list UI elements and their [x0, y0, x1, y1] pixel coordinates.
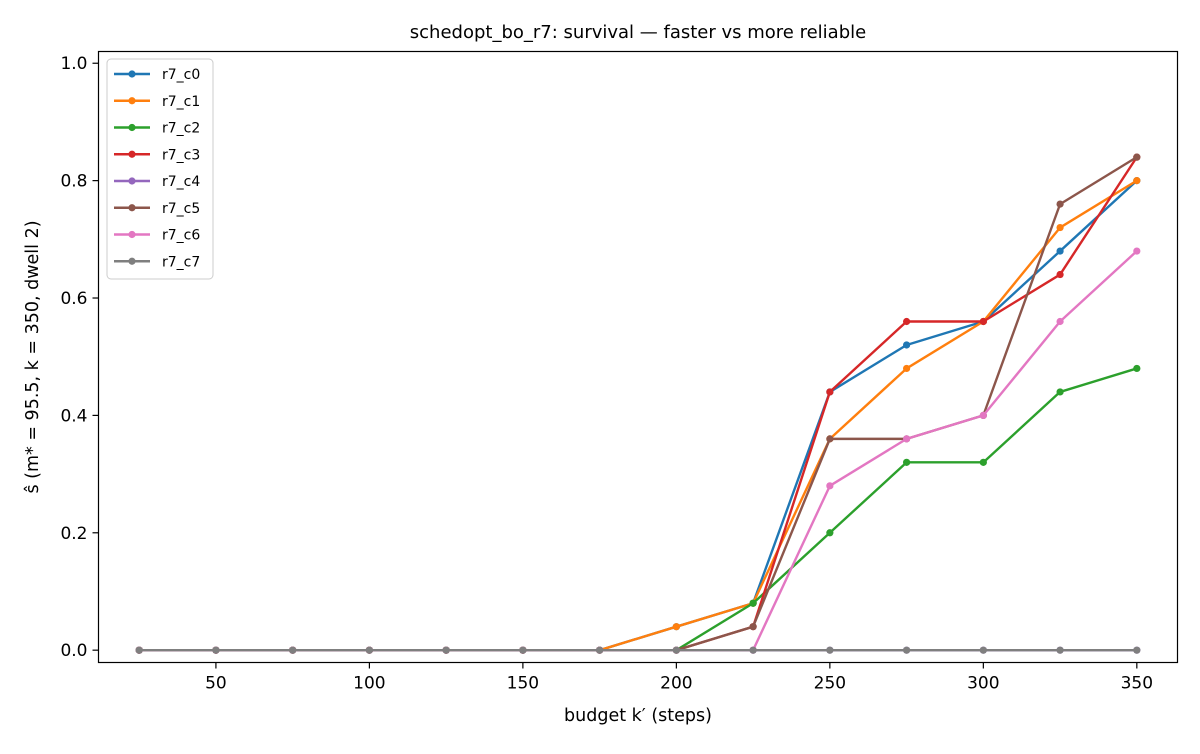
data-point [979, 317, 987, 326]
data-point [1133, 247, 1141, 255]
data-point [1056, 646, 1064, 654]
legend-swatch-marker [128, 230, 136, 239]
chart-title: schedopt_bo_r7: survival — faster vs mor… [410, 22, 866, 43]
legend-label: r7_c4 [162, 174, 200, 190]
data-point [979, 646, 987, 654]
data-point [902, 435, 911, 443]
data-point [596, 646, 604, 654]
legend-item: r7_c2 [114, 121, 200, 137]
data-point [672, 623, 680, 631]
series-line [139, 250, 1138, 652]
x-tick-label: 100 [353, 674, 385, 694]
data-point [1056, 270, 1064, 279]
y-tick-label: 0.4 [60, 406, 87, 426]
data-point [902, 458, 911, 466]
x-tick-label: 350 [1121, 674, 1153, 694]
y-tick-label: 0.2 [60, 524, 87, 544]
data-point [826, 646, 834, 654]
data-point [135, 646, 143, 654]
legend-item: r7_c5 [114, 201, 200, 217]
data-point [749, 646, 757, 654]
data-point [826, 388, 834, 396]
data-point [519, 646, 527, 654]
legend-box [106, 58, 214, 280]
legend-item: r7_c7 [114, 254, 200, 270]
legend-swatch-marker [128, 177, 136, 185]
legend-swatch-marker [128, 204, 136, 212]
data-point [289, 646, 297, 654]
y-tick-label: 0.0 [60, 641, 87, 661]
legend-swatch-marker [128, 70, 136, 78]
data-point [672, 646, 680, 654]
legend-label: r7_c3 [162, 147, 200, 163]
legend-label: r7_c7 [162, 254, 200, 270]
series-line [139, 179, 1138, 652]
legend-label: r7_c1 [162, 94, 200, 110]
data-point [365, 646, 374, 654]
axes-frame [97, 50, 1179, 664]
y-tick-label: 0.8 [60, 172, 87, 192]
series-r7_c6 [135, 247, 1141, 654]
series-r7_c7 [135, 646, 1141, 654]
legend-label: r7_c5 [162, 201, 200, 217]
series-r7_c0 [135, 177, 1141, 654]
series-r7_c3 [135, 153, 1141, 654]
legend-item: r7_c6 [114, 228, 200, 244]
y-axis-label: ŝ (m* = 95.5, k = 350, dwell 2) [23, 220, 43, 493]
data-point [1056, 388, 1064, 396]
legend-swatch-marker [128, 150, 136, 158]
data-point [1133, 153, 1141, 161]
data-point [442, 646, 450, 654]
data-point [826, 529, 834, 537]
x-axis-label: budget k′ (steps) [564, 706, 712, 726]
data-point [826, 435, 834, 443]
legend-item: r7_c1 [114, 94, 200, 110]
data-point [1133, 177, 1141, 185]
x-tick-label: 300 [967, 674, 999, 694]
legend-swatch-marker [128, 257, 136, 265]
data-point [1133, 646, 1141, 654]
legend: r7_c0 r7_c1 r7_c2 r7_c3 r7_c4 r7_c5 r7_c6 r7_c7 [106, 58, 214, 280]
data-point [1056, 247, 1064, 255]
data-point [902, 317, 911, 326]
data-point [749, 599, 757, 607]
plot-area [135, 153, 1141, 654]
data-point [902, 341, 911, 349]
data-point [902, 646, 911, 654]
series-r7_c5 [135, 153, 1141, 654]
series-line [139, 156, 1138, 652]
x-tick-label: 50 [205, 674, 227, 694]
y-tick-label: 1.0 [60, 54, 87, 74]
data-point [826, 482, 834, 490]
series-r7_c1 [135, 177, 1141, 654]
data-point [1056, 200, 1064, 208]
x-tick-label: 250 [814, 674, 846, 694]
legend-item: r7_c0 [114, 67, 200, 83]
x-tick-label: 150 [507, 674, 539, 694]
legend-label: r7_c2 [162, 121, 200, 137]
data-point [1056, 223, 1064, 232]
legend-swatch-marker [128, 97, 136, 105]
axis-ticks: 50 100 150 200 250 300 350 0.0 0.2 0.4 0.6 0.8 1.0 [60, 54, 1153, 693]
legend-item: r7_c3 [114, 147, 200, 163]
legend-label: r7_c0 [162, 67, 200, 83]
data-point [749, 623, 757, 631]
data-point [1056, 317, 1064, 326]
data-point [979, 411, 987, 420]
legend-swatch-marker [128, 123, 136, 132]
series-line [139, 179, 1138, 652]
data-point [1133, 364, 1141, 373]
data-point [902, 364, 911, 373]
data-point [979, 458, 987, 466]
y-tick-label: 0.6 [60, 289, 87, 309]
legend-label: r7_c6 [162, 228, 200, 244]
data-point [212, 646, 220, 654]
legend-item: r7_c4 [114, 174, 200, 190]
x-tick-label: 200 [660, 674, 692, 694]
